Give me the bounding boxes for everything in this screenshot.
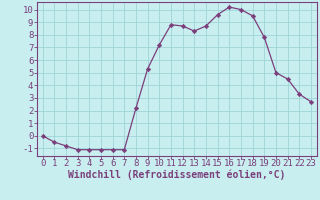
X-axis label: Windchill (Refroidissement éolien,°C): Windchill (Refroidissement éolien,°C): [68, 170, 285, 180]
